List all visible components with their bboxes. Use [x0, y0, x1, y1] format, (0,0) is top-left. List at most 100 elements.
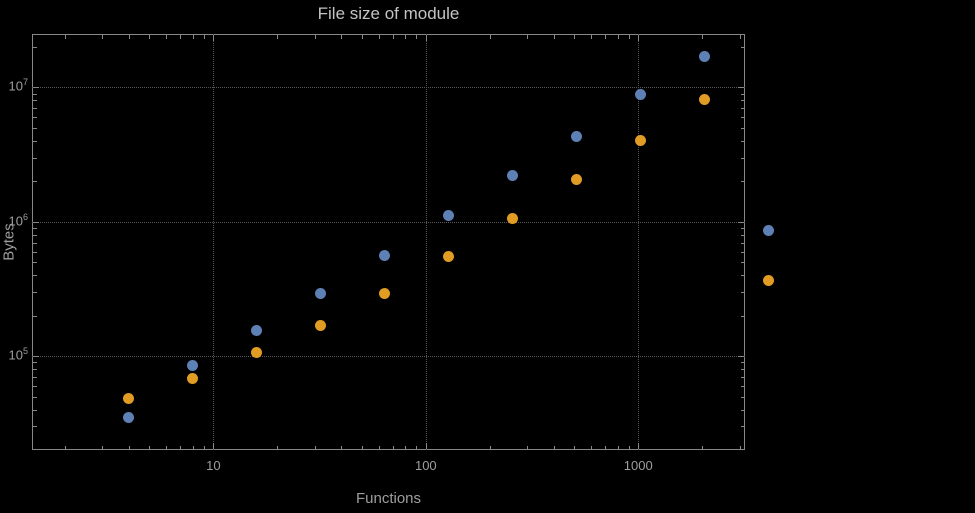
x-tick-mark	[425, 443, 427, 449]
x-minor-tick	[392, 445, 394, 449]
x-minor-tick	[64, 445, 66, 449]
y-minor-tick	[33, 275, 37, 277]
x-minor-tick	[128, 445, 130, 449]
y-gridline	[32, 356, 745, 358]
y-minor-tick	[33, 157, 37, 159]
x-minor-tick	[489, 35, 491, 39]
x-minor-tick	[102, 35, 104, 39]
x-minor-tick	[192, 35, 194, 39]
x-minor-tick	[739, 445, 741, 449]
y-minor-tick	[33, 127, 37, 129]
y-minor-tick	[740, 127, 744, 129]
x-minor-tick	[166, 35, 168, 39]
data-point-blue	[762, 225, 774, 237]
x-minor-tick	[702, 35, 704, 39]
x-minor-tick	[192, 445, 194, 449]
y-minor-tick	[740, 376, 744, 378]
y-minor-tick	[33, 409, 37, 411]
data-point-blue	[634, 89, 646, 101]
x-minor-tick	[149, 445, 151, 449]
y-minor-tick	[33, 362, 37, 364]
data-point-orange	[123, 393, 135, 405]
x-minor-tick	[574, 35, 576, 39]
x-minor-tick	[378, 445, 380, 449]
x-minor-tick	[378, 35, 380, 39]
y-minor-tick	[33, 385, 37, 387]
y-minor-tick	[740, 396, 744, 398]
data-point-orange	[379, 288, 391, 300]
data-point-orange	[762, 275, 774, 287]
data-point-orange	[251, 346, 263, 358]
y-minor-tick	[33, 262, 37, 264]
x-minor-tick	[361, 445, 363, 449]
x-minor-tick	[527, 445, 529, 449]
y-minor-tick	[33, 227, 37, 229]
y-gridline	[32, 221, 745, 223]
data-point-orange	[187, 373, 199, 385]
data-point-blue	[443, 209, 455, 221]
x-minor-tick	[392, 35, 394, 39]
x-minor-tick	[203, 445, 205, 449]
x-minor-tick	[277, 35, 279, 39]
y-minor-tick	[740, 157, 744, 159]
x-minor-tick	[553, 445, 555, 449]
x-gridline	[425, 34, 427, 450]
y-minor-tick	[740, 362, 744, 364]
x-minor-tick	[591, 35, 593, 39]
x-minor-tick	[489, 445, 491, 449]
y-minor-tick	[33, 292, 37, 294]
x-minor-tick	[314, 35, 316, 39]
x-minor-tick	[361, 35, 363, 39]
x-tick-label: 100	[414, 458, 437, 473]
y-tick-label: 107	[8, 77, 28, 94]
y-tick-label: 106	[8, 211, 28, 229]
y-minor-tick	[740, 108, 744, 110]
data-point-blue	[123, 411, 135, 423]
x-minor-tick	[628, 35, 630, 39]
y-minor-tick	[33, 251, 37, 253]
y-tick-mark	[33, 356, 39, 358]
x-minor-tick	[605, 445, 607, 449]
x-minor-tick	[617, 35, 619, 39]
x-minor-tick	[128, 35, 130, 39]
x-minor-tick	[64, 35, 66, 39]
data-point-blue	[571, 131, 582, 143]
x-minor-tick	[617, 445, 619, 449]
data-point-orange	[443, 251, 455, 263]
y-minor-tick	[740, 409, 744, 411]
data-point-orange	[571, 174, 582, 186]
y-minor-tick	[740, 181, 744, 183]
data-point-orange	[507, 213, 519, 225]
y-minor-tick	[33, 376, 37, 378]
x-minor-tick	[341, 445, 343, 449]
data-point-orange	[315, 319, 327, 331]
x-minor-tick	[405, 445, 407, 449]
x-minor-tick	[739, 35, 741, 39]
y-minor-tick	[33, 242, 37, 244]
x-minor-tick	[180, 445, 182, 449]
y-minor-tick	[740, 234, 744, 236]
x-tick-mark	[213, 35, 215, 41]
y-minor-tick	[740, 426, 744, 428]
y-minor-tick	[33, 140, 37, 142]
x-gridline	[213, 34, 215, 450]
y-minor-tick	[33, 117, 37, 119]
x-tick-mark	[425, 35, 427, 41]
x-minor-tick	[203, 35, 205, 39]
x-minor-tick	[591, 445, 593, 449]
y-minor-tick	[33, 181, 37, 183]
x-minor-tick	[702, 445, 704, 449]
y-tick-mark	[33, 87, 39, 89]
x-minor-tick	[628, 445, 630, 449]
y-minor-tick	[33, 426, 37, 428]
plot-area	[32, 34, 745, 450]
y-minor-tick	[33, 47, 37, 49]
y-minor-tick	[740, 140, 744, 142]
x-minor-tick	[405, 35, 407, 39]
y-minor-tick	[740, 117, 744, 119]
x-minor-tick	[527, 35, 529, 39]
y-tick-label: 105	[8, 346, 28, 363]
x-tick-label: 1000	[623, 458, 653, 473]
chart-title: File size of module	[317, 4, 460, 23]
